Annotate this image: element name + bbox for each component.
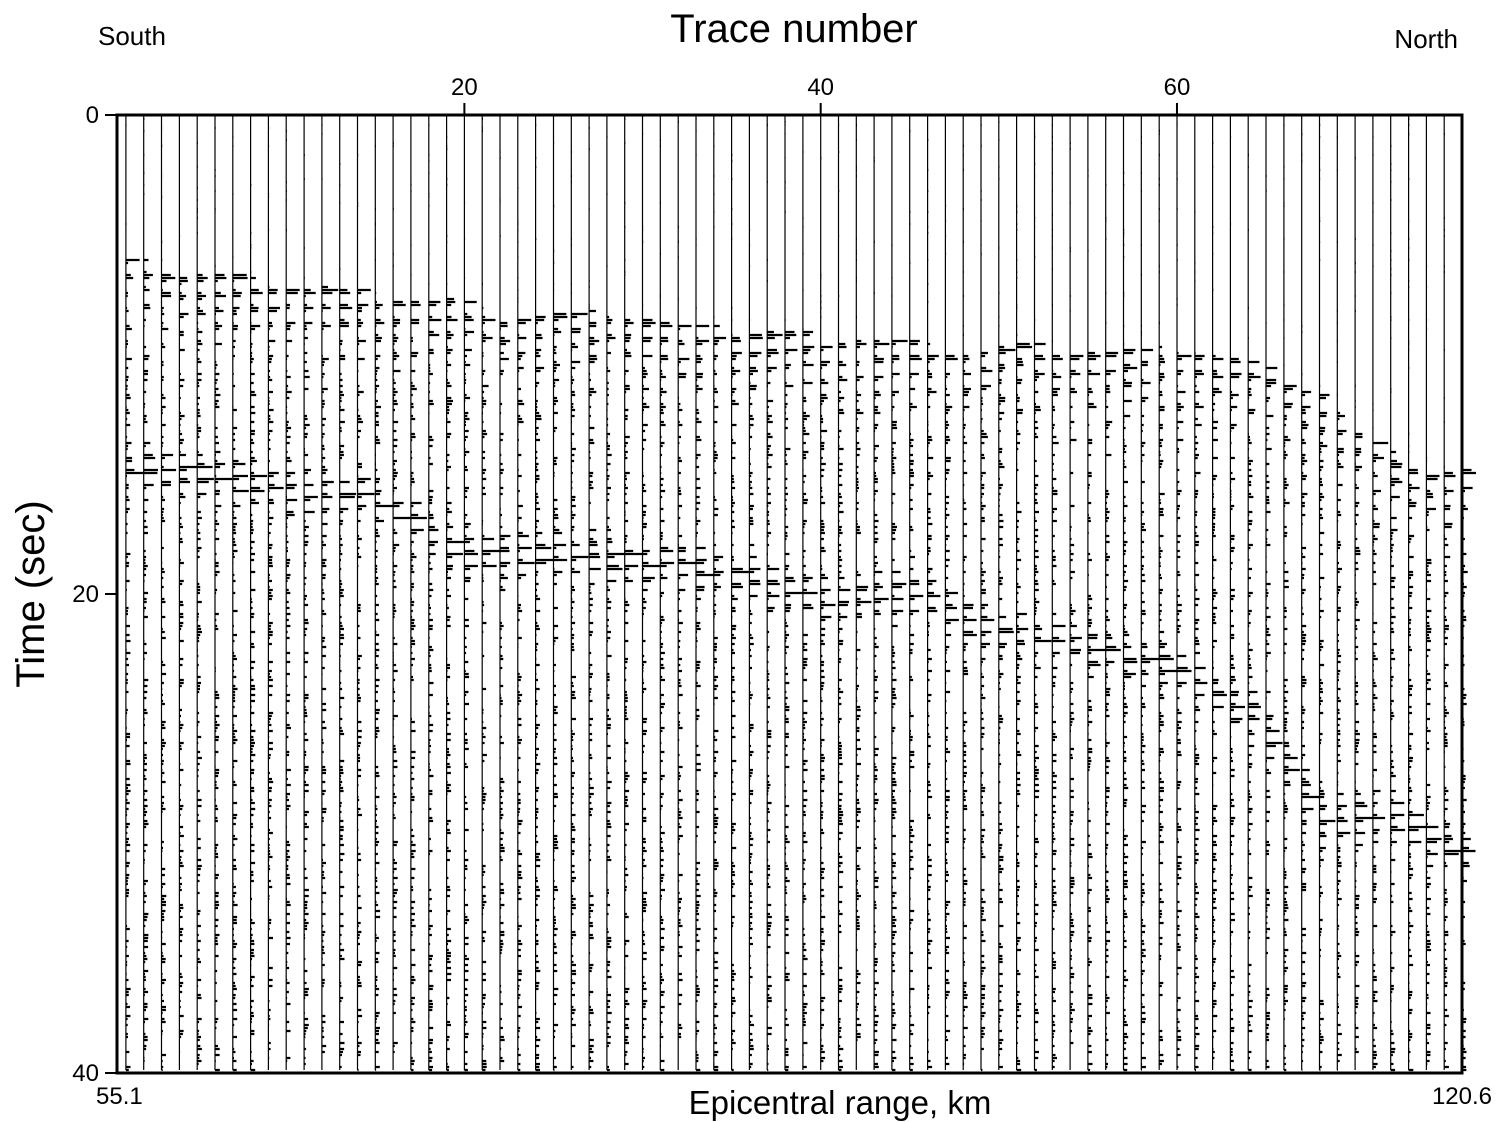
trace-8-fill: [250, 183, 268, 1072]
trace-66-fill: [1283, 123, 1300, 1072]
trace-52-fill: [1034, 132, 1052, 1072]
trace-5-fill: [197, 141, 214, 1066]
trace-22-fill: [500, 150, 511, 1063]
trace-9-fill: [268, 126, 284, 1060]
trace-10-fill: [286, 129, 300, 1063]
trace-63-fill: [1230, 120, 1245, 1072]
trace-6-fill: [215, 126, 233, 1072]
trace-59-fill: [1159, 129, 1178, 1066]
trace-27-fill: [589, 126, 601, 1069]
trace-16-fill: [393, 141, 411, 1054]
trace-55-fill: [1087, 144, 1108, 1072]
trace-21-fill: [482, 117, 502, 1072]
trace-42-fill: [856, 123, 872, 1042]
time-tick-label-0: 0: [86, 102, 99, 129]
trace-40-fill: [820, 156, 836, 1063]
trace-28-fill: [606, 135, 626, 1072]
trace-34-fill: [713, 132, 727, 1072]
trace-tick-label-40: 40: [807, 74, 834, 101]
trace-56-fill: [1105, 114, 1121, 1069]
trace-7-fill: [232, 135, 249, 1072]
corner-label-south: South: [98, 21, 166, 51]
trace-54-fill: [1070, 141, 1084, 1045]
trace-43-fill: [874, 156, 890, 1069]
trace-13-fill: [339, 162, 357, 1069]
trace-11-fill: [304, 153, 318, 1066]
trace-12-fill: [321, 117, 339, 1054]
trace-76-fill: [1462, 159, 1476, 1072]
trace-23-fill: [517, 186, 535, 1072]
trace-38-fill: [785, 120, 804, 1072]
trace-46-fill: [927, 138, 941, 1069]
trace-45-fill: [909, 129, 924, 1072]
trace-20-fill: [464, 129, 478, 1072]
trace-64-fill: [1248, 153, 1261, 1072]
trace-15-fill: [375, 144, 396, 1072]
trace-65-fill: [1266, 114, 1283, 1069]
trace-44-fill: [891, 243, 908, 1072]
trace-68-fill: [1319, 123, 1336, 1072]
trace-49-fill: [981, 123, 995, 1072]
trace-26-fill: [571, 150, 589, 1069]
trace-1-fill: [125, 123, 146, 1072]
trace-30-fill: [642, 114, 661, 1069]
trace-14-fill: [357, 153, 375, 1072]
trace-25-fill: [553, 141, 568, 1072]
trace-48-fill: [963, 144, 977, 1066]
trace-33-fill: [696, 117, 715, 1072]
trace-67-fill: [1301, 132, 1320, 1072]
time-axis-ticks: 0 20 40: [72, 102, 117, 1087]
trace-tick-label-60: 60: [1164, 74, 1191, 101]
trace-35-fill: [731, 114, 749, 1072]
trace-36-fill: [749, 225, 763, 1069]
trace-tick-label-20: 20: [451, 74, 478, 101]
trace-75-fill: [1444, 132, 1461, 1069]
trace-32-fill: [678, 120, 696, 1039]
trace-3-fill: [161, 126, 177, 1072]
plot-frame: [115, 113, 1464, 1075]
corner-label-north: North: [1394, 24, 1458, 54]
trace-73-fill: [1408, 117, 1427, 1072]
trace-31-fill: [660, 138, 675, 1072]
trace-17-fill: [410, 159, 427, 1072]
trace-60-fill: [1177, 120, 1192, 1069]
trace-58-fill: [1141, 135, 1161, 1072]
time-tick-label-40: 40: [72, 1060, 99, 1087]
x-axis-label: Epicentral range, km: [689, 1084, 992, 1121]
trace-72-fill: [1390, 144, 1406, 1072]
trace-57-fill: [1123, 171, 1138, 1072]
trace-18-fill: [428, 123, 442, 1072]
trace-61-fill: [1194, 210, 1208, 1072]
trace-62-fill: [1212, 141, 1227, 1060]
trace-4-fill: [179, 138, 198, 1054]
trace-51-fill: [1016, 204, 1033, 1072]
x-range-max-label: 120.6: [1432, 1083, 1492, 1110]
chart-title-trace-number: Trace number: [670, 7, 918, 51]
trace-24-fill: [535, 123, 554, 1072]
x-range-min-label: 55.1: [96, 1083, 143, 1110]
trace-number-ticks: 20 40 60: [451, 74, 1190, 115]
trace-47-fill: [945, 204, 959, 1066]
trace-41-fill: [838, 123, 851, 1072]
trace-39-fill: [802, 123, 818, 1069]
trace-70-fill: [1355, 156, 1374, 1054]
seismic-traces: [125, 114, 1476, 1072]
time-tick-label-20: 20: [72, 581, 99, 608]
trace-2-fill: [143, 117, 158, 1063]
trace-69-fill: [1337, 135, 1351, 1072]
y-axis-label: Time (sec): [9, 500, 53, 687]
trace-53-fill: [1052, 123, 1066, 1069]
trace-71-fill: [1372, 135, 1389, 1069]
trace-37-fill: [767, 123, 783, 1072]
trace-74-fill: [1426, 264, 1442, 1066]
trace-50-fill: [998, 120, 1016, 1069]
trace-19-fill: [446, 135, 465, 1072]
trace-29-fill: [624, 117, 643, 1066]
